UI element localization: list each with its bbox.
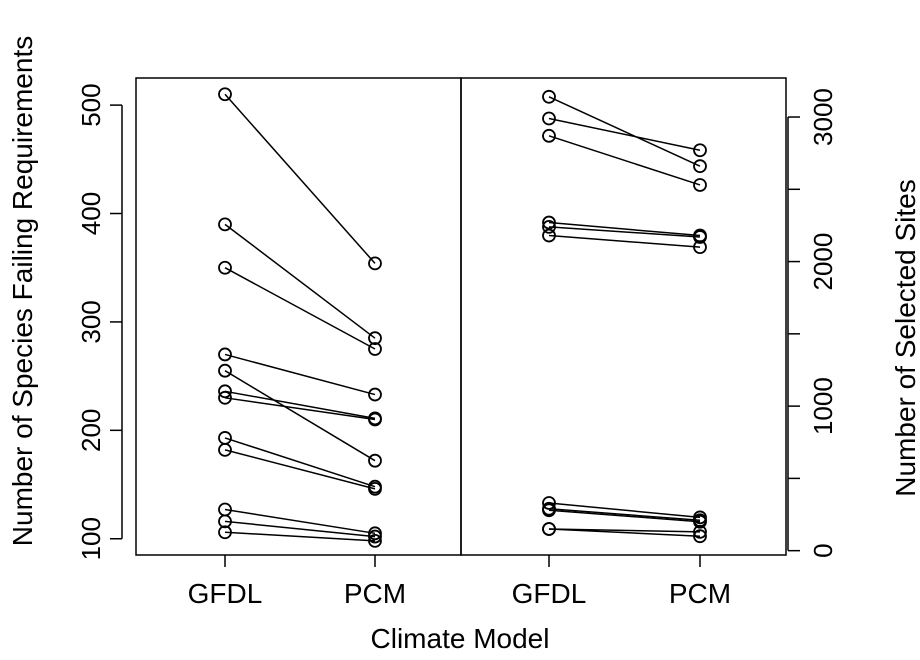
series-line-species-12: [224, 531, 376, 542]
series-line-species-2: [224, 223, 376, 339]
point-species-11-gfdl: [218, 514, 232, 529]
point-species-7-gfdl: [218, 390, 232, 405]
series-line-species-4: [224, 353, 376, 396]
series-line-sites-4: [548, 221, 701, 237]
point-sites-11-gfdl: [542, 522, 556, 536]
point-species-3-pcm: [368, 342, 382, 356]
axes-layer: GFDL PCM 100 200 300 400 500 GFDL PCM 0 1000 2000 30…: [76, 83, 838, 609]
point-sites-3-pcm: [693, 178, 707, 192]
point-sites-9-pcm: [693, 514, 707, 529]
left-y-tick-label-300: 300: [76, 300, 106, 343]
point-sites-1-pcm: [693, 159, 707, 174]
right-y-tick-label-1000: 1000: [808, 377, 838, 435]
point-species-12-pcm: [368, 534, 382, 548]
series-line-species-3: [224, 267, 376, 350]
point-sites-10-pcm: [693, 524, 707, 539]
marks-layer: [218, 87, 707, 548]
point-species-7-pcm: [368, 412, 382, 427]
panel-frame-sites: [460, 77, 787, 556]
point-sites-4-gfdl: [542, 215, 556, 230]
x-tick-label-sites-pcm: PCM: [669, 578, 731, 609]
series-line-sites-1: [548, 96, 701, 167]
point-sites-5-pcm: [693, 230, 707, 244]
right-y-tick-label-3000: 3000: [808, 88, 838, 146]
series-line-species-5: [224, 370, 376, 462]
series-line-species-7: [224, 397, 376, 421]
point-sites-1-gfdl: [542, 89, 556, 104]
series-line-species-11: [224, 520, 376, 538]
point-species-9-gfdl: [218, 442, 232, 457]
point-species-11-pcm: [368, 529, 382, 544]
point-species-1-pcm: [368, 256, 382, 271]
series-line-sites-6: [548, 234, 701, 248]
left-y-tick-label-500: 500: [76, 83, 106, 126]
point-species-1-gfdl: [218, 87, 232, 102]
point-species-3-gfdl: [218, 260, 232, 275]
point-sites-2-pcm: [693, 143, 707, 158]
right-y-tick-label-2000: 2000: [808, 233, 838, 291]
series-line-sites-5: [548, 226, 701, 238]
left-y-tick-label-100: 100: [76, 517, 106, 560]
point-sites-6-pcm: [693, 240, 707, 255]
point-species-2-pcm: [368, 331, 382, 346]
point-sites-9-gfdl: [542, 503, 556, 518]
point-species-2-gfdl: [218, 217, 232, 232]
left-y-tick-label-400: 400: [76, 192, 106, 235]
point-species-12-gfdl: [218, 525, 232, 540]
series-line-sites-8: [548, 507, 701, 522]
point-species-5-gfdl: [218, 363, 232, 378]
panel-frame-species: [135, 77, 462, 556]
point-species-4-pcm: [368, 387, 382, 402]
point-species-5-pcm: [368, 453, 382, 468]
x-tick-label-species-gfdl: GFDL: [188, 578, 263, 609]
point-species-9-pcm: [368, 481, 382, 496]
x-tick-label-species-pcm: PCM: [344, 578, 406, 609]
series-line-species-10: [224, 508, 376, 535]
right-y-tick-label-0: 0: [808, 543, 838, 557]
series-line-sites-9: [548, 509, 701, 523]
series-line-species-6: [224, 390, 376, 420]
panels-layer: [135, 77, 787, 556]
right-y-axis-title: Number of Selected Sites: [890, 179, 920, 497]
point-sites-5-gfdl: [542, 219, 556, 234]
left-y-tick-label-200: 200: [76, 409, 106, 452]
series-line-species-9: [224, 449, 376, 490]
left-y-axis-title: Number of Species Failing Requirements: [7, 36, 38, 546]
series-line-species-1: [224, 93, 376, 264]
series-line-sites-2: [548, 117, 701, 152]
series-line-species-8: [224, 437, 376, 488]
point-species-6-gfdl: [218, 384, 232, 399]
series-line-sites-11: [548, 528, 701, 537]
x-tick-label-sites-gfdl: GFDL: [512, 578, 587, 609]
series-line-sites-3: [548, 135, 701, 186]
series-line-sites-7: [548, 502, 701, 519]
point-species-4-gfdl: [218, 347, 232, 362]
point-sites-11-pcm: [693, 529, 707, 544]
x-axis-title: Climate Model: [371, 623, 550, 654]
point-sites-3-gfdl: [542, 128, 556, 143]
point-sites-6-gfdl: [542, 228, 556, 243]
point-sites-2-gfdl: [542, 111, 556, 126]
